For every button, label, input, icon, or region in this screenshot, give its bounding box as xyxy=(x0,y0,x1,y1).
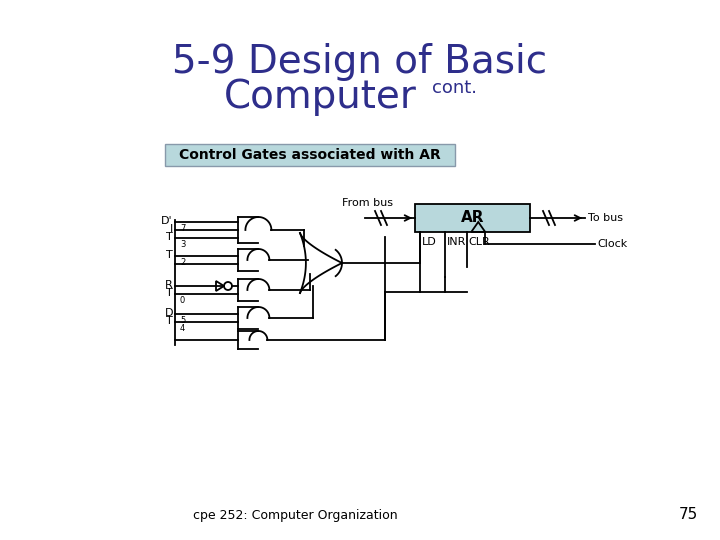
Text: 3: 3 xyxy=(180,240,185,249)
Text: cont.: cont. xyxy=(432,79,477,97)
Text: 5-9 Design of Basic: 5-9 Design of Basic xyxy=(172,43,548,81)
Text: AR: AR xyxy=(461,211,485,226)
Text: 2: 2 xyxy=(180,258,185,267)
Text: T: T xyxy=(166,316,173,326)
Text: cpe 252: Computer Organization: cpe 252: Computer Organization xyxy=(193,509,397,522)
Text: CLR: CLR xyxy=(469,237,490,247)
Text: 75: 75 xyxy=(678,507,698,522)
Text: T: T xyxy=(166,288,173,298)
Text: R: R xyxy=(166,280,173,290)
Text: From bus: From bus xyxy=(343,198,394,208)
Text: I: I xyxy=(170,224,173,234)
Text: 4: 4 xyxy=(180,324,185,333)
Text: D': D' xyxy=(161,216,173,226)
Text: 5: 5 xyxy=(180,316,185,325)
FancyBboxPatch shape xyxy=(415,204,530,232)
Text: 7: 7 xyxy=(180,224,185,233)
Text: T: T xyxy=(166,232,173,242)
Text: Control Gates associated with AR: Control Gates associated with AR xyxy=(179,148,441,162)
Text: LD: LD xyxy=(422,237,437,247)
FancyBboxPatch shape xyxy=(165,144,455,166)
Text: 0: 0 xyxy=(180,296,185,305)
Text: D: D xyxy=(164,308,173,318)
Text: T: T xyxy=(166,250,173,260)
Text: INR: INR xyxy=(447,237,467,247)
Text: To bus: To bus xyxy=(588,213,623,223)
Text: Clock: Clock xyxy=(597,239,627,249)
Text: Computer: Computer xyxy=(224,78,416,116)
